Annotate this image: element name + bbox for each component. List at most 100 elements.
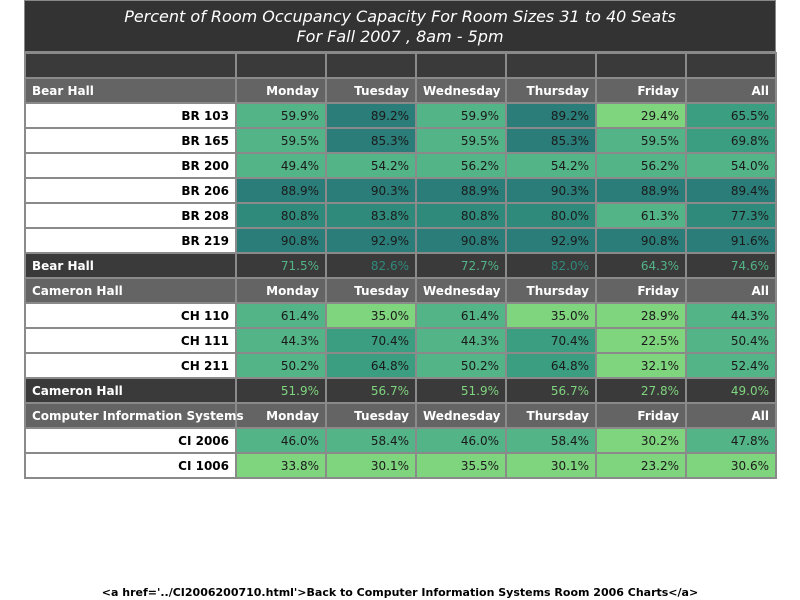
- occupancy-cell: 35.0%: [505, 302, 597, 329]
- occupancy-cell: 69.8%: [685, 127, 777, 154]
- summary-hall-name: Bear Hall: [24, 252, 237, 279]
- hall-name: Cameron Hall: [24, 277, 237, 304]
- chart-subtitle: For Fall 2007 , 8am - 5pm: [296, 27, 504, 46]
- room-name: CI 1006: [24, 452, 237, 479]
- summary-cell: 64.3%: [595, 252, 687, 279]
- table-row: BR 165 59.5% 85.3% 59.5% 85.3% 59.5% 69.8%: [24, 127, 777, 154]
- spacer-cell: [415, 52, 507, 79]
- table-row: BR 208 80.8% 83.8% 80.8% 80.0% 61.3% 77.3%: [24, 202, 777, 229]
- room-name: CH 211: [24, 352, 237, 379]
- column-header: Tuesday: [325, 402, 417, 429]
- summary-cell: 74.6%: [685, 252, 777, 279]
- occupancy-table-body: Bear Hall Monday Tuesday Wednesday Thursday F…: [24, 52, 777, 479]
- summary-cell: 82.0%: [505, 252, 597, 279]
- hall-header-row: Cameron Hall Monday Tuesday Wednesday Thursd…: [24, 277, 777, 304]
- occupancy-cell: 80.8%: [415, 202, 507, 229]
- table-row: CH 111 44.3% 70.4% 44.3% 70.4% 22.5% 50.4%: [24, 327, 777, 354]
- table-row: CH 211 50.2% 64.8% 50.2% 64.8% 32.1% 52.4%: [24, 352, 777, 379]
- summary-hall-name: Cameron Hall: [24, 377, 237, 404]
- table-row: BR 206 88.9% 90.3% 88.9% 90.3% 88.9% 89.4%: [24, 177, 777, 204]
- occupancy-cell: 90.8%: [235, 227, 327, 254]
- occupancy-cell: 46.0%: [235, 427, 327, 454]
- occupancy-cell: 29.4%: [595, 102, 687, 129]
- occupancy-cell: 89.2%: [325, 102, 417, 129]
- column-header: All: [685, 402, 777, 429]
- hall-header-row: Computer Information Systems Monday Tuesda…: [24, 402, 777, 429]
- occupancy-cell: 59.5%: [235, 127, 327, 154]
- occupancy-cell: 70.4%: [505, 327, 597, 354]
- summary-cell: 27.8%: [595, 377, 687, 404]
- occupancy-cell: 91.6%: [685, 227, 777, 254]
- column-header: Friday: [595, 277, 687, 304]
- column-header: All: [685, 77, 777, 104]
- hall-name: Computer Information Systems: [24, 402, 244, 429]
- occupancy-cell: 22.5%: [595, 327, 687, 354]
- summary-cell: 49.0%: [685, 377, 777, 404]
- column-header: Thursday: [505, 277, 597, 304]
- occupancy-cell: 89.4%: [685, 177, 777, 204]
- occupancy-cell: 30.6%: [685, 452, 777, 479]
- column-header: Monday: [235, 277, 327, 304]
- occupancy-cell: 56.2%: [415, 152, 507, 179]
- occupancy-cell: 59.5%: [595, 127, 687, 154]
- column-header: Monday: [235, 77, 327, 104]
- summary-cell: 71.5%: [235, 252, 327, 279]
- summary-cell: 56.7%: [325, 377, 417, 404]
- room-name: BR 200: [24, 152, 237, 179]
- table-row: BR 219 90.8% 92.9% 90.8% 92.9% 90.8% 91.6%: [24, 227, 777, 254]
- occupancy-cell: 47.8%: [685, 427, 777, 454]
- back-link[interactable]: <a href='../CI2006200710.html'>Back to C…: [101, 586, 699, 599]
- hall-summary-row: Bear Hall 71.5% 82.6% 72.7% 82.0% 64.3% 74.6%: [24, 252, 777, 279]
- spacer-cell: [235, 52, 327, 79]
- column-header: Thursday: [505, 77, 597, 104]
- room-name: CI 2006: [24, 427, 237, 454]
- column-header: Wednesday: [415, 77, 507, 104]
- table-row: CH 110 61.4% 35.0% 61.4% 35.0% 28.9% 44.3%: [24, 302, 777, 329]
- occupancy-cell: 54.2%: [325, 152, 417, 179]
- occupancy-cell: 54.2%: [505, 152, 597, 179]
- occupancy-cell: 61.3%: [595, 202, 687, 229]
- spacer-cell: [325, 52, 417, 79]
- hall-summary-row: Cameron Hall 51.9% 56.7% 51.9% 56.7% 27.8% 49.…: [24, 377, 777, 404]
- occupancy-cell: 58.4%: [325, 427, 417, 454]
- occupancy-cell: 44.3%: [415, 327, 507, 354]
- column-header: Tuesday: [325, 77, 417, 104]
- occupancy-cell: 92.9%: [325, 227, 417, 254]
- column-header: Friday: [595, 77, 687, 104]
- occupancy-cell: 50.4%: [685, 327, 777, 354]
- occupancy-cell: 59.9%: [235, 102, 327, 129]
- column-header: Wednesday: [415, 402, 507, 429]
- occupancy-cell: 23.2%: [595, 452, 687, 479]
- occupancy-cell: 90.8%: [415, 227, 507, 254]
- occupancy-cell: 85.3%: [325, 127, 417, 154]
- room-name: BR 165: [24, 127, 237, 154]
- occupancy-cell: 65.5%: [685, 102, 777, 129]
- column-header: All: [685, 277, 777, 304]
- occupancy-cell: 80.8%: [235, 202, 327, 229]
- summary-cell: 56.7%: [505, 377, 597, 404]
- occupancy-cell: 90.3%: [325, 177, 417, 204]
- occupancy-cell: 30.1%: [325, 452, 417, 479]
- room-name: BR 208: [24, 202, 237, 229]
- table-row: BR 103 59.9% 89.2% 59.9% 89.2% 29.4% 65.5%: [24, 102, 777, 129]
- occupancy-cell: 70.4%: [325, 327, 417, 354]
- occupancy-cell: 59.5%: [415, 127, 507, 154]
- spacer-cell: [595, 52, 687, 79]
- occupancy-cell: 92.9%: [505, 227, 597, 254]
- occupancy-cell: 85.3%: [505, 127, 597, 154]
- occupancy-cell: 44.3%: [235, 327, 327, 354]
- occupancy-cell: 56.2%: [595, 152, 687, 179]
- occupancy-cell: 64.8%: [505, 352, 597, 379]
- occupancy-table: Bear Hall Monday Tuesday Wednesday Thursday F…: [24, 52, 777, 479]
- occupancy-cell: 61.4%: [235, 302, 327, 329]
- occupancy-cell: 88.9%: [595, 177, 687, 204]
- occupancy-cell: 35.5%: [415, 452, 507, 479]
- summary-cell: 72.7%: [415, 252, 507, 279]
- occupancy-cell: 49.4%: [235, 152, 327, 179]
- header-spacer-row: [24, 52, 777, 79]
- occupancy-cell: 50.2%: [235, 352, 327, 379]
- occupancy-report: Percent of Room Occupancy Capacity For R…: [24, 0, 777, 479]
- column-header: Friday: [595, 402, 687, 429]
- table-row: BR 200 49.4% 54.2% 56.2% 54.2% 56.2% 54.0%: [24, 152, 777, 179]
- occupancy-cell: 30.2%: [595, 427, 687, 454]
